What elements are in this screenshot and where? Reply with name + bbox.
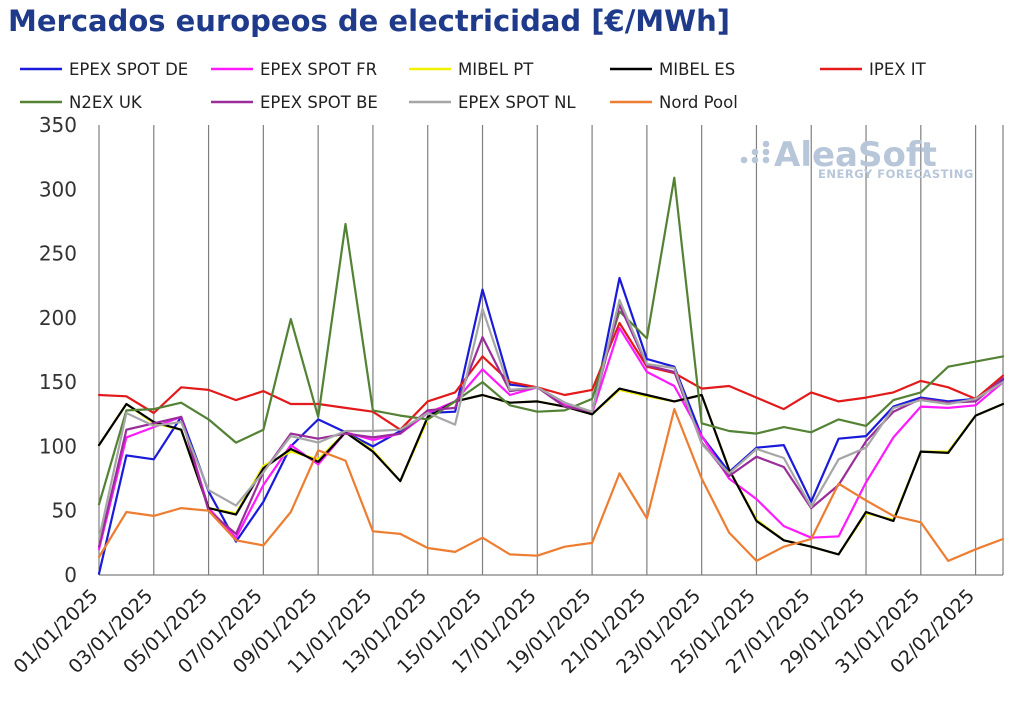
series-line-mibel-es (97, 387, 1005, 556)
legend-item-ipex-it: IPEX IT (820, 60, 927, 79)
legend-item-mibel-es: MIBEL ES (610, 60, 735, 79)
series-lines (97, 176, 1005, 575)
legend-label: EPEX SPOT DE (69, 60, 188, 79)
legend-item-epex-spot-be: EPEX SPOT BE (211, 93, 378, 112)
watermark-logo-dots (740, 140, 770, 164)
y-axis: 0 50 100 150 200 250 300 350 (39, 113, 77, 587)
series-line-nord-pool (97, 408, 1005, 563)
y-tick-label: 200 (39, 306, 77, 330)
y-tick-label: 150 (39, 370, 77, 394)
series-line-mibel-pt (97, 388, 1005, 556)
series-line-n2ex-uk (97, 176, 1005, 506)
y-tick-label: 250 (39, 242, 77, 266)
legend-label: MIBEL PT (458, 60, 534, 79)
legend-item-n2ex-uk: N2EX UK (20, 93, 143, 112)
legend-label: EPEX SPOT NL (458, 93, 576, 112)
y-tick-label: 50 (52, 499, 77, 523)
legend-label: N2EX UK (69, 93, 143, 112)
watermark-tagline: ENERGY FORECASTING (818, 167, 974, 181)
legend: EPEX SPOT DE EPEX SPOT FR MIBEL PT MIBEL ES… (20, 60, 927, 112)
y-tick-label: 0 (64, 563, 77, 587)
chart-title: Mercados europeos de electricidad [€/MWh… (8, 4, 731, 38)
legend-label: Nord Pool (659, 93, 738, 112)
legend-label: EPEX SPOT FR (260, 60, 377, 79)
y-tick-label: 100 (39, 434, 77, 458)
y-tick-label: 300 (39, 177, 77, 201)
watermark-brand: AleaSoft (774, 135, 937, 175)
legend-label: MIBEL ES (659, 60, 735, 79)
legend-item-epex-spot-nl: EPEX SPOT NL (409, 93, 576, 112)
series-line-epex-spot-be (97, 303, 1005, 548)
grid (98, 125, 1004, 576)
legend-label: EPEX SPOT BE (260, 93, 378, 112)
legend-item-epex-spot-fr: EPEX SPOT FR (211, 60, 377, 79)
watermark: AleaSoft ENERGY FORECASTING (740, 135, 974, 181)
x-axis: 01/01/202503/01/202505/01/202507/01/2025… (10, 585, 980, 678)
legend-item-mibel-pt: MIBEL PT (409, 60, 534, 79)
y-tick-label: 350 (39, 113, 77, 137)
legend-item-epex-spot-de: EPEX SPOT DE (20, 60, 188, 79)
series-line-epex-spot-nl (97, 298, 1005, 541)
series-line-ipex-it (97, 321, 1005, 431)
legend-item-nord-pool: Nord Pool (610, 93, 738, 112)
legend-label: IPEX IT (869, 60, 927, 79)
